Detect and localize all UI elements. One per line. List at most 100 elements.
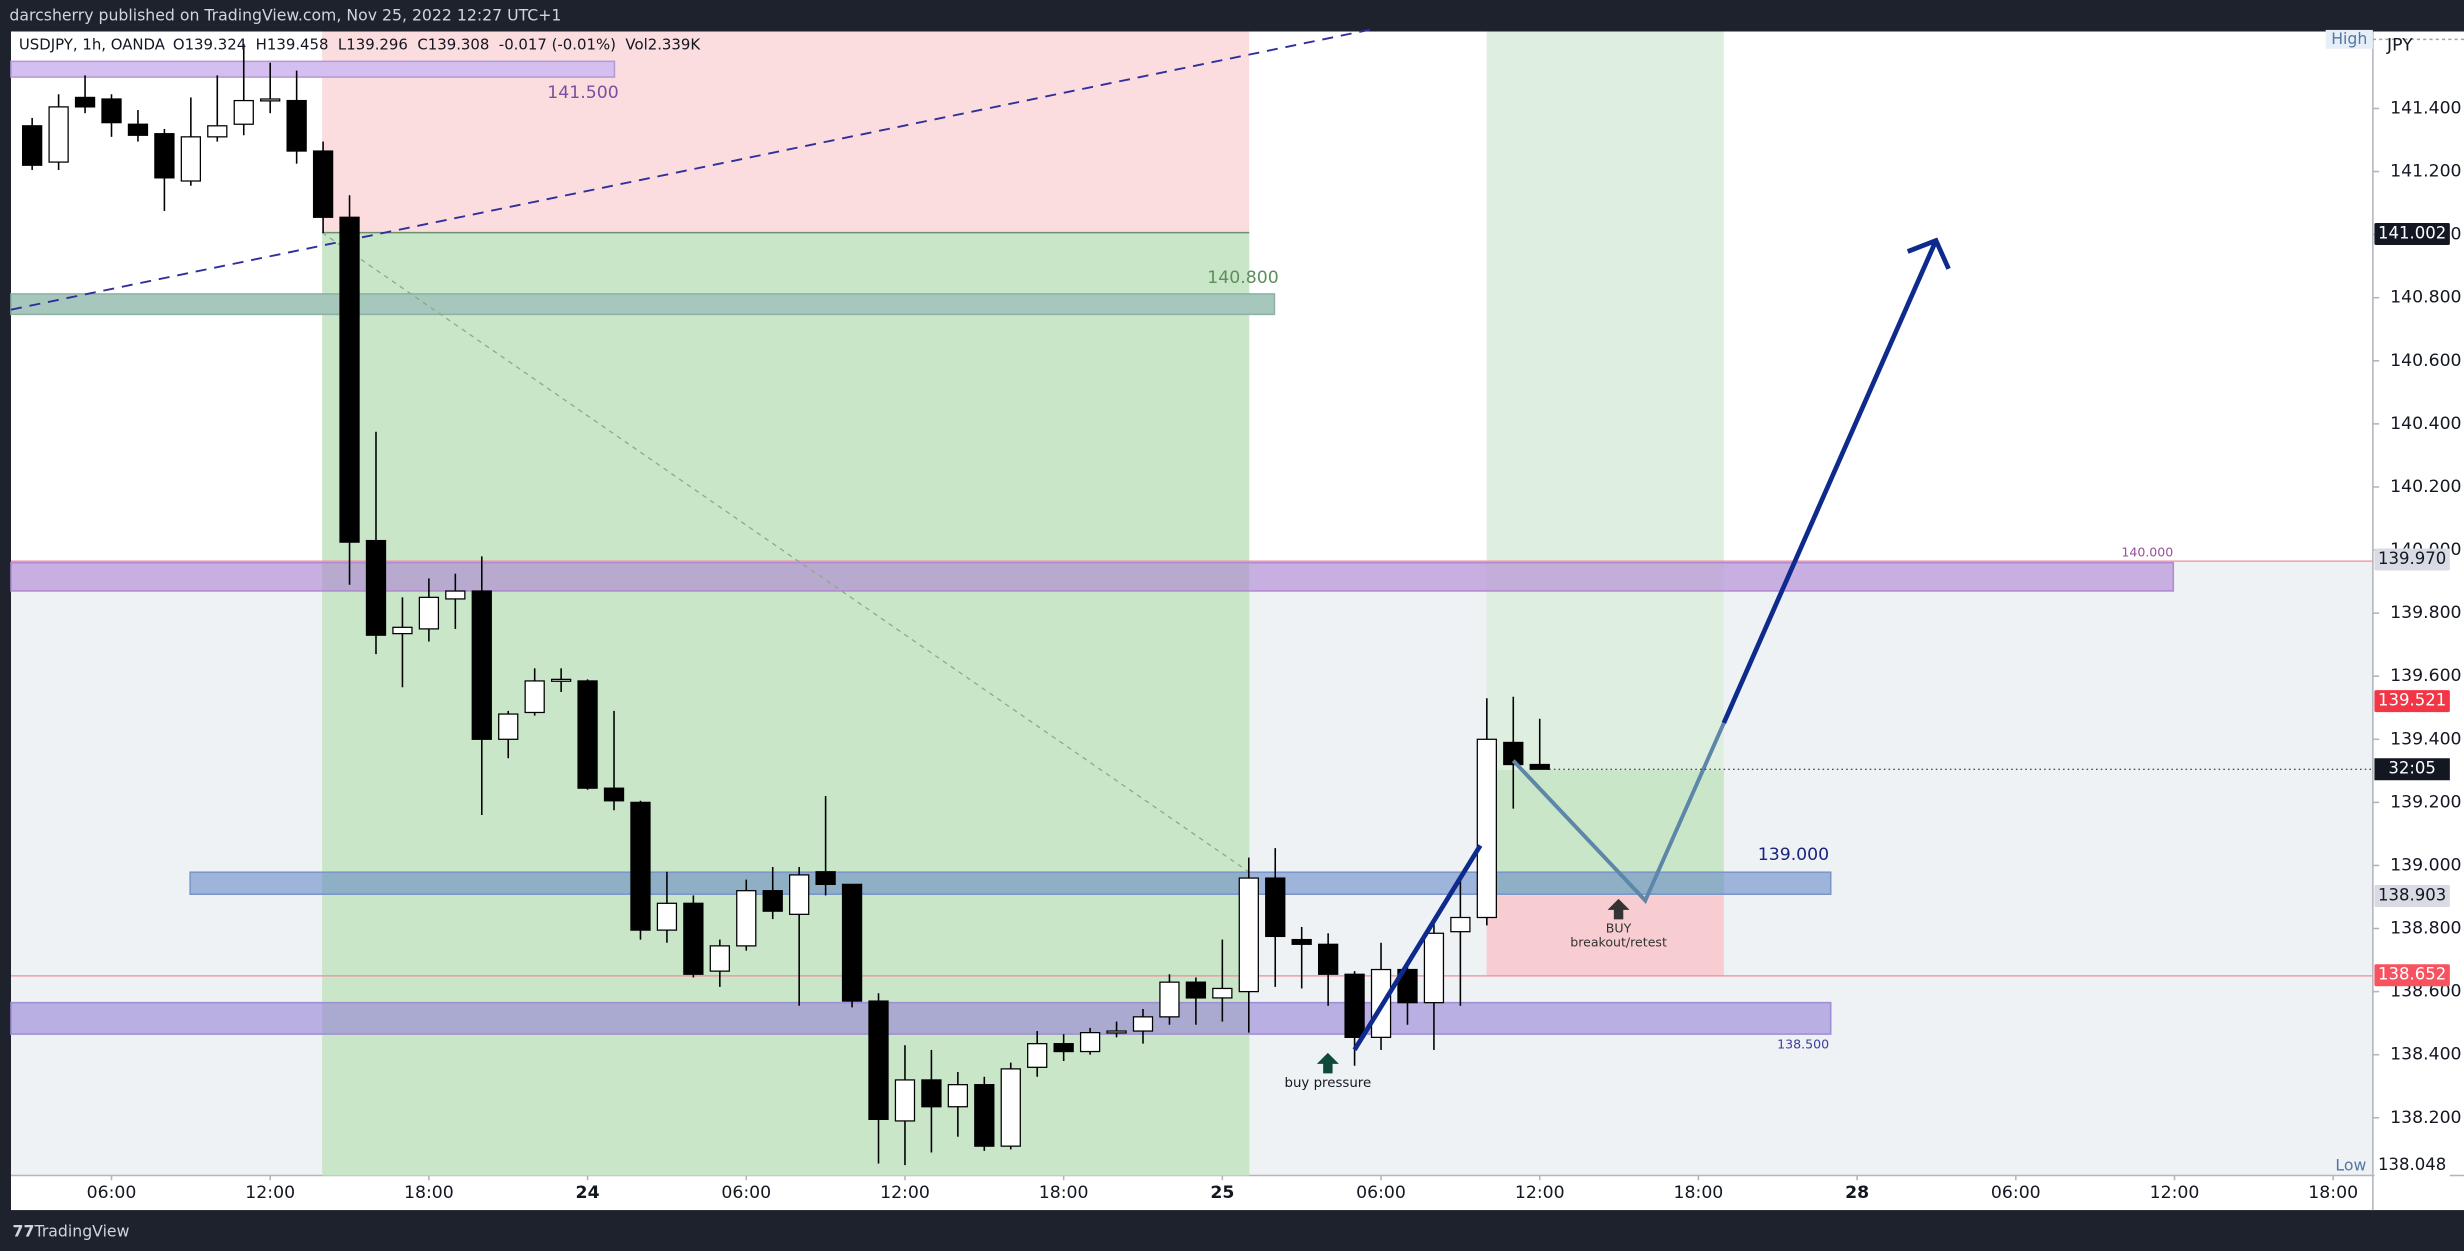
legend-stat: O139.324 (173, 36, 246, 54)
arrow-icon (1316, 1052, 1339, 1074)
y-tick-label: 138.600 (2390, 982, 2461, 1002)
x-tick-label: 12:00 (245, 1183, 295, 1203)
zone-label: 141.500 (547, 83, 618, 103)
legend-stat: -0.017 (-0.01%) (499, 36, 616, 54)
candle-body (1238, 877, 1259, 993)
price-badge-label: 138.903 (2378, 886, 2446, 905)
y-tick-label: 139.200 (2390, 792, 2461, 812)
price-badge (2374, 885, 2450, 908)
x-tick-label: 06:00 (1356, 1183, 1406, 1203)
candle-body (868, 1000, 889, 1120)
candle-body (736, 890, 757, 947)
y-tick-label: 139.000 (2390, 855, 2461, 875)
candle-body (1450, 916, 1471, 933)
legend: USDJPY, 1h, OANDA (19, 36, 166, 54)
legend-stat: C139.308 (417, 36, 489, 54)
candle-body (445, 590, 466, 600)
y-tick-label: 140.800 (2390, 288, 2461, 308)
candle-body (418, 596, 440, 630)
legend-stat: Vol2.339K (625, 36, 701, 54)
price-badge-label: 139.970 (2378, 549, 2446, 568)
footer-logo: TradingView (34, 1222, 130, 1241)
y-tick-label: 138.800 (2390, 919, 2461, 939)
candle-body (1106, 1030, 1127, 1034)
stats: O139.324 H139.458 L139.296 C139.308 -0.017 (… (173, 36, 702, 54)
candle-body (22, 125, 43, 166)
candle-body (1503, 741, 1524, 766)
y-tick-label: 140.200 (2390, 477, 2461, 497)
candle-body (683, 902, 704, 975)
zone-label: 139.000 (1758, 845, 1829, 865)
target-zone (1486, 31, 1724, 771)
x-tick-label: 06:00 (721, 1183, 771, 1203)
candle-body (154, 133, 175, 179)
candle-body (392, 626, 413, 635)
x-tick-label: 25 (1210, 1183, 1234, 1203)
candle-body (207, 125, 228, 138)
candle-body (365, 539, 387, 636)
logo-mark: 𝟳𝟳 (13, 1222, 35, 1241)
candle-body (947, 1084, 969, 1108)
candle-body (312, 150, 334, 218)
legend-stat: L139.296 (338, 36, 408, 54)
candle-body (1529, 763, 1550, 770)
y-tick-label: 140.600 (2390, 351, 2461, 371)
annotation: breakout/retest (1570, 934, 1667, 949)
candle-body (1079, 1031, 1101, 1053)
legend-stat: H139.458 (256, 36, 329, 54)
candle-body (841, 883, 863, 1002)
candle-body (180, 136, 202, 182)
candle-body (1397, 968, 1418, 1004)
y-tick-label: 139.600 (2390, 666, 2461, 686)
candle-body (1132, 1016, 1154, 1032)
candle-body (1212, 987, 1233, 999)
price-badge-label: 138.652 (2378, 965, 2446, 984)
arrow-icon (1607, 898, 1630, 920)
price-badge (2374, 690, 2450, 713)
candle-body (1027, 1043, 1048, 1068)
projection-line (1511, 722, 1726, 904)
candle-body (1159, 981, 1180, 1018)
y-tick-label: 140.400 (2390, 414, 2461, 434)
candle-body (1476, 738, 1497, 919)
x-tick-label: 18:00 (1039, 1183, 1089, 1203)
arrow-head (1906, 237, 1951, 270)
zone-label: 138.500 (1777, 1037, 1829, 1052)
low-label: Low (2335, 1156, 2366, 1175)
candle-body (1317, 943, 1339, 975)
high-badge (2325, 29, 2373, 49)
candle-body (1423, 932, 1445, 1004)
x-tick-label: 12:00 (1515, 1183, 1565, 1203)
candle-body (921, 1079, 942, 1108)
candle-body (498, 713, 519, 740)
x-tick-label: 12:00 (2150, 1183, 2200, 1203)
candle-body (233, 99, 254, 125)
x-tick-label: 06:00 (87, 1183, 137, 1203)
price-badge-label: 138.048 (2378, 1155, 2446, 1174)
level-band (10, 1001, 1832, 1035)
candle-body (101, 98, 122, 124)
published-note: darcsherry published on TradingView.com,… (9, 5, 561, 24)
level-band (189, 871, 1832, 895)
x-tick-label: 28 (1845, 1183, 1869, 1203)
x-tick-label: 18:00 (404, 1183, 454, 1203)
candle-body (1265, 877, 1286, 938)
trend-line (10, 27, 1377, 311)
annotation: buy pressure (1285, 1076, 1372, 1091)
price-badge-label: 139.521 (2378, 691, 2446, 710)
candle-body (74, 96, 96, 108)
candle-body (260, 98, 281, 102)
candle-body (577, 680, 598, 789)
y-tick-label: 141.400 (2390, 98, 2461, 118)
candle-body (630, 801, 651, 931)
level-band (10, 60, 616, 78)
zones (10, 27, 2464, 1176)
candle-body (603, 787, 625, 802)
candle-body (127, 123, 149, 136)
candle-body (524, 680, 545, 714)
x-tick-label: 12:00 (880, 1183, 930, 1203)
projection-line (1352, 844, 1483, 1052)
x-tick-label: 06:00 (1991, 1183, 2041, 1203)
